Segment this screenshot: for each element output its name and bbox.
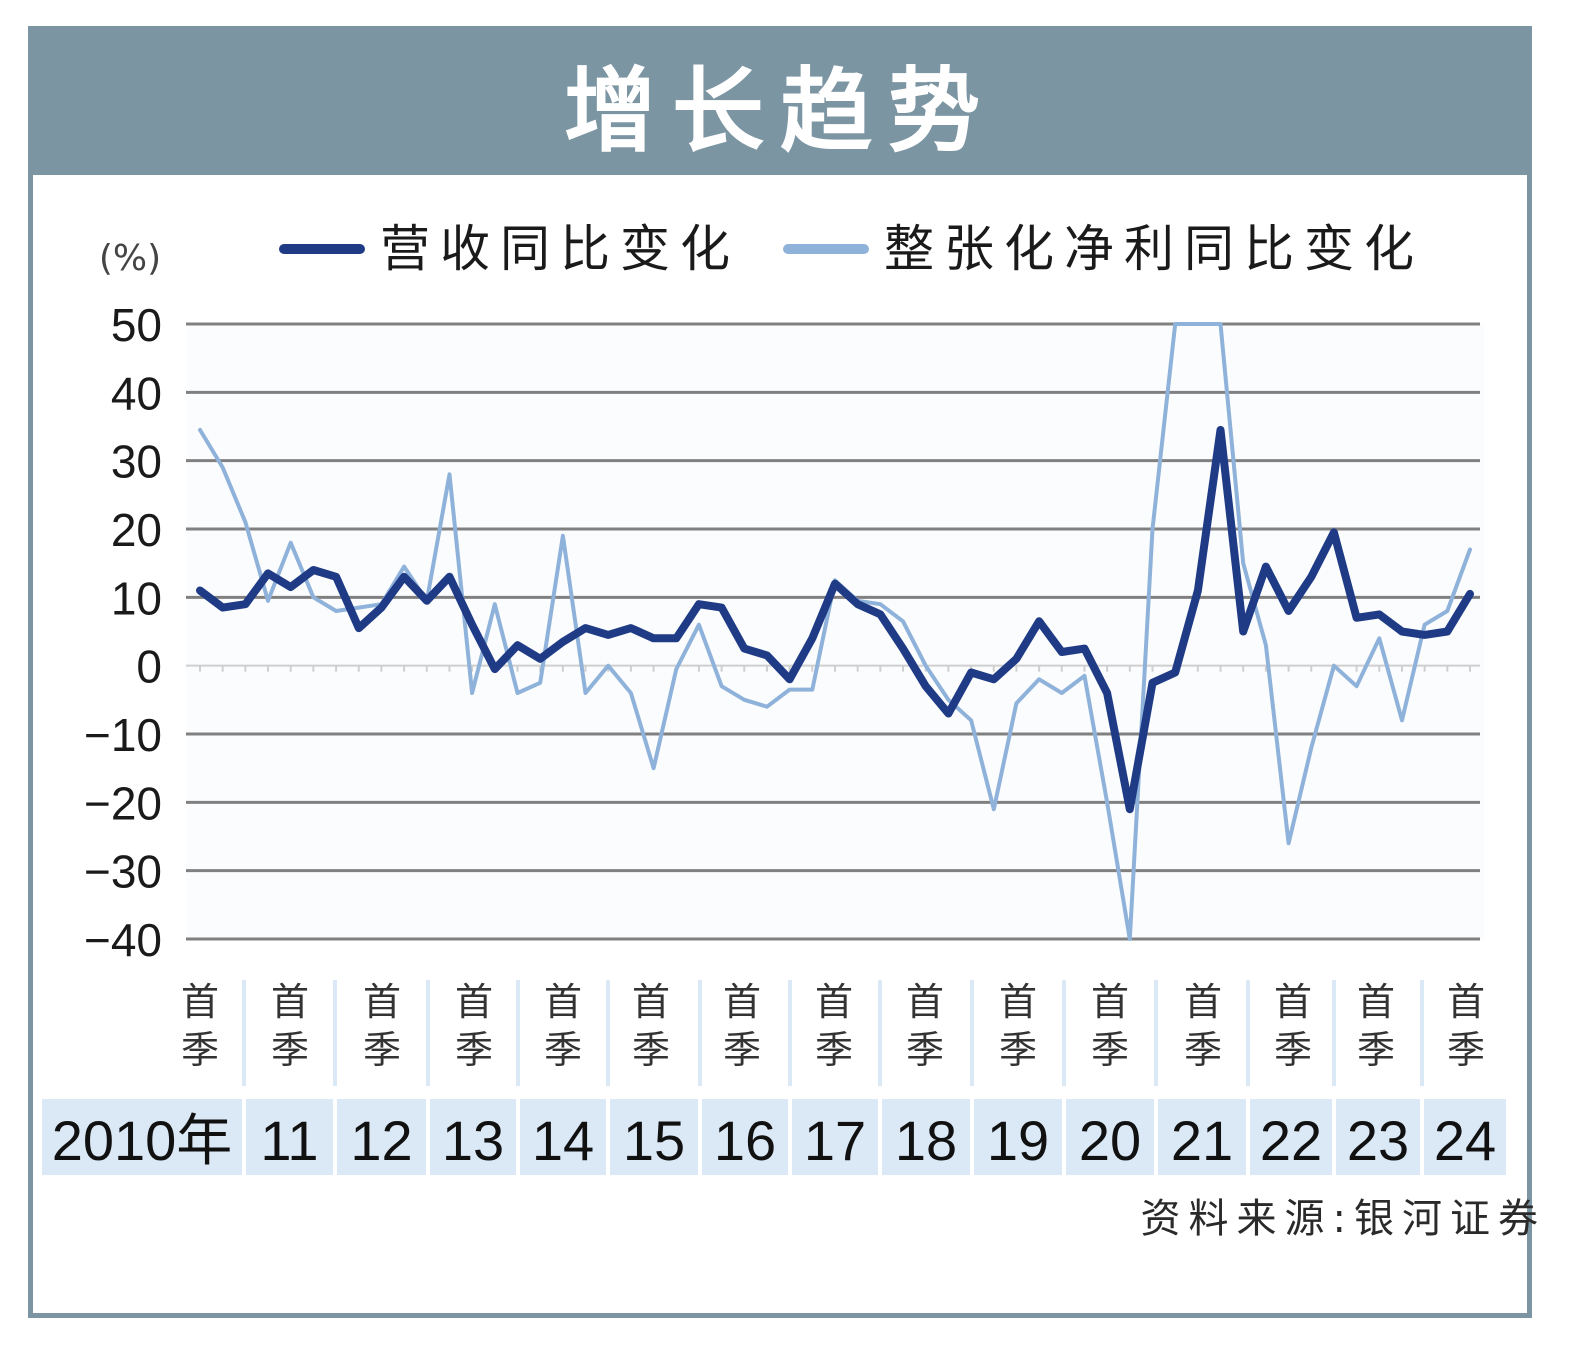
year-label: 24 [1434, 1109, 1496, 1172]
year-label: 20 [1079, 1109, 1141, 1172]
quarter-label: 季 [1274, 1028, 1312, 1072]
year-band-cell [246, 1099, 333, 1175]
year-band-cell [702, 1099, 788, 1175]
y-tick-label: −30 [84, 846, 162, 898]
quarter-label: 季 [906, 1028, 944, 1072]
year-label: 21 [1171, 1109, 1233, 1172]
quarter-label: 季 [1091, 1028, 1129, 1072]
quarter-label: 季 [181, 1028, 219, 1072]
quarter-label: 季 [723, 1028, 761, 1072]
y-tick-label: 30 [111, 436, 162, 488]
year-band-cell [1250, 1099, 1332, 1175]
quarter-label: 季 [455, 1028, 493, 1072]
source-note: 资料来源:银河证券 [1140, 1196, 1546, 1242]
year-label: 23 [1347, 1109, 1409, 1172]
quarter-label: 首 [544, 980, 582, 1024]
legend-label: 营收同比变化 [380, 220, 740, 278]
year-band-cell [1066, 1099, 1154, 1175]
year-band-cell [42, 1099, 242, 1175]
quarter-label: 首 [999, 980, 1037, 1024]
legend: 营收同比变化 整张化净利同比变化 [279, 220, 1424, 278]
year-label: 19 [987, 1109, 1049, 1172]
year-band-cell [430, 1099, 516, 1175]
quarter-label: 首 [1357, 980, 1395, 1024]
year-band-cell [1158, 1099, 1246, 1175]
year-band-cell [520, 1099, 606, 1175]
year-band-cell [792, 1099, 878, 1175]
chart-title: 增长趋势 [563, 57, 996, 165]
quarter-label: 季 [1447, 1028, 1485, 1072]
quarter-label: 季 [271, 1028, 309, 1072]
year-label: 16 [714, 1109, 776, 1172]
quarter-label: 季 [999, 1028, 1037, 1072]
quarter-label: 季 [1184, 1028, 1222, 1072]
year-band-cell [1336, 1099, 1420, 1175]
quarter-label: 季 [1357, 1028, 1395, 1072]
year-label: 22 [1260, 1109, 1322, 1172]
quarter-label: 季 [632, 1028, 670, 1072]
unit-label: (%) [99, 238, 161, 279]
year-label: 14 [532, 1109, 594, 1172]
legend-label: 整张化净利同比变化 [884, 220, 1424, 278]
y-tick-label: −20 [84, 777, 162, 829]
series-layer [196, 322, 1474, 941]
quarter-label: 首 [906, 980, 944, 1024]
year-label: 15 [623, 1109, 685, 1172]
quarter-label: 季 [815, 1028, 853, 1072]
quarter-label: 首 [181, 980, 219, 1024]
y-tick-label: 20 [111, 504, 162, 556]
y-tick-label: 10 [111, 572, 162, 624]
grid-layer [186, 322, 1484, 941]
plot-area [186, 324, 1484, 939]
quarter-label: 首 [363, 980, 401, 1024]
quarter-label: 首 [1184, 980, 1222, 1024]
quarter-label: 首 [723, 980, 761, 1024]
quarter-label: 首 [632, 980, 670, 1024]
quarter-label: 季 [544, 1028, 582, 1072]
year-label: 13 [442, 1109, 504, 1172]
year-label: 11 [260, 1109, 318, 1172]
y-tick-label: −40 [84, 914, 162, 966]
year-band-cell [337, 1099, 426, 1175]
quarter-label: 首 [271, 980, 309, 1024]
year-band-cell [1424, 1099, 1506, 1175]
y-tick-label: 40 [111, 367, 162, 419]
year-label: 17 [804, 1109, 866, 1172]
y-tick-label: 0 [136, 641, 162, 693]
title-bar: 增长趋势 [33, 31, 1527, 175]
year-band-cell [974, 1099, 1062, 1175]
year-label: 18 [895, 1109, 957, 1172]
quarter-label: 首 [1274, 980, 1312, 1024]
quarter-label: 季 [363, 1028, 401, 1072]
quarter-label: 首 [1447, 980, 1485, 1024]
y-tick-label: 50 [111, 299, 162, 351]
quarter-label: 首 [455, 980, 493, 1024]
quarter-label: 首 [815, 980, 853, 1024]
axis-layer: 50403020100−10−20−30−40(%)首季2010年首季11首季1… [42, 238, 1506, 1175]
year-label: 12 [350, 1109, 412, 1172]
year-band-cell [610, 1099, 698, 1175]
year-label: 2010年 [52, 1109, 233, 1172]
series-line-revenue [196, 425, 1474, 814]
y-tick-label: −10 [84, 709, 162, 761]
year-band-cell [882, 1099, 970, 1175]
quarter-label: 首 [1091, 980, 1129, 1024]
